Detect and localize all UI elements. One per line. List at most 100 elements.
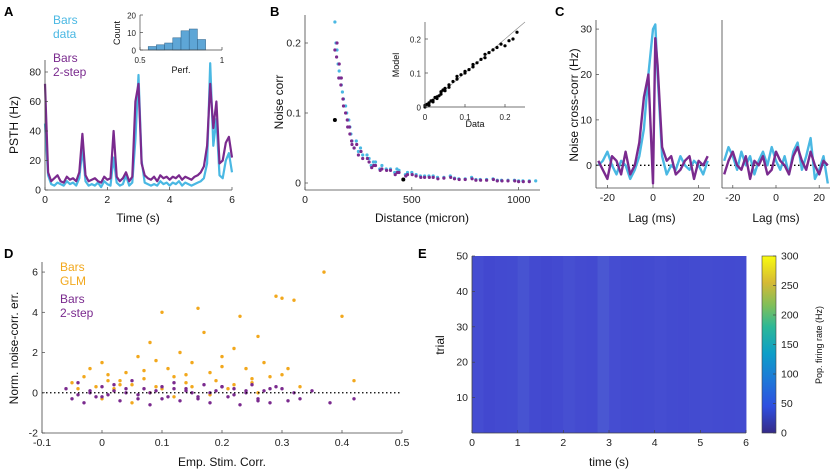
inset-scatter-point (471, 62, 475, 67)
scatter-point-bars-glm (190, 360, 194, 365)
scatter-point-bars-2step (136, 397, 140, 401)
scatter-point-model (479, 178, 483, 182)
scatter-point-model (404, 174, 408, 178)
panel-b-xtick-label: 1000 (507, 194, 531, 206)
scatter-point-model (333, 48, 337, 52)
panel-d-xtick-label: 0.5 (395, 437, 410, 449)
panel-c-0-xtick-label: 0 (650, 192, 656, 204)
heatmap-column (631, 256, 644, 433)
panel-c-ticks: -20 0 20 -20 0 20 0 10 20 30 (580, 24, 825, 204)
scatter-point-model (491, 177, 495, 182)
panel-d-chart: -0.1 0 0.1 0.2 0.3 0.4 0.5 -2 0 2 4 6 Emp. Stim. Co… (7, 260, 409, 469)
inset-scatter-point (463, 69, 467, 73)
panel-label-e: E (418, 246, 427, 261)
scatter-point-bars-2step (130, 379, 134, 383)
inset-scatter-point (467, 68, 471, 72)
scatter-point-bars-glm (148, 340, 152, 345)
scatter-point-model (370, 166, 374, 170)
scatter-point-bars-2step (274, 385, 278, 389)
panel-e-chart: 0 1 2 3 4 5 6 10 20 30 40 50 time (s) trial 0 50 100 1… (433, 251, 824, 470)
scatter-point-bars-glm (172, 375, 176, 379)
heatmap-column (643, 256, 656, 433)
heatmap-column (620, 256, 633, 433)
panel-e-xtick-label: 3 (606, 437, 612, 449)
inset-scatter-point (499, 42, 503, 46)
scatter-point-bars-2step (280, 387, 284, 391)
heatmap-column (586, 256, 599, 433)
scatter-point-bars-glm (178, 350, 182, 355)
scatter-point-bars-glm (220, 354, 224, 359)
scatter-point-data (534, 179, 538, 183)
inset-scatter-point (455, 74, 459, 78)
scatter-point-bars-2step (352, 397, 356, 401)
panel-c-0-xtick-label: 20 (693, 192, 705, 204)
scatter-point-model (348, 132, 352, 136)
inset-scatter-point (483, 56, 487, 60)
crosscorr-line-model (597, 37, 709, 185)
scatter-point-model (337, 62, 341, 66)
heatmap-column (677, 256, 690, 433)
scatter-point-bars-2step (226, 395, 230, 399)
scatter-point-bars-glm (298, 385, 302, 389)
scatter-point-bars-2step (298, 397, 302, 401)
scatter-point-bars-2step (112, 383, 116, 387)
scatter-point-model (495, 179, 499, 183)
panel-d-ytick-label: 6 (32, 267, 38, 279)
scatter-point-bars-glm (94, 385, 98, 389)
panel-d-xtick-label: 0.1 (155, 437, 170, 449)
scatter-point-bars-2step (148, 403, 152, 407)
inset-b-xlabel: Data (465, 119, 484, 129)
inset-scatter-point (435, 96, 439, 101)
panel-d-xtick-label: 0.4 (335, 437, 350, 449)
panel-c-ytick-label: 0 (586, 160, 592, 172)
scatter-point-model (457, 177, 461, 182)
inset-a-xlabel: Perf. (171, 65, 190, 75)
panel-e-xtick-label: 6 (743, 437, 749, 449)
scatter-point-bars-glm (256, 334, 260, 339)
panel-d-ticks: -0.1 0 0.1 0.2 0.3 0.4 0.5 -2 0 2 4 6 (29, 267, 410, 449)
panel-c-chart: -20 0 20 -20 0 20 0 10 20 30 Lag (ms) Lag (ms) No… (567, 20, 830, 225)
scatter-point-bars-2step (112, 389, 116, 393)
inset-scatter-point (483, 52, 487, 56)
inset-histogram-bar (180, 30, 190, 51)
scatter-point-bars-2step (166, 395, 170, 399)
psth-line-bars-data (43, 62, 234, 189)
scatter-point-bars-glm (166, 366, 170, 371)
scatter-point-bars-2step (70, 397, 74, 401)
scatter-point-bars-glm (322, 270, 326, 274)
inset-scatter-point (475, 61, 479, 65)
scatter-point-bars-glm (244, 366, 248, 371)
panel-e-ytick-label: 10 (456, 392, 468, 404)
scatter-point-model (337, 76, 341, 80)
scatter-point-model (442, 176, 446, 180)
scatter-point-bars-glm (88, 366, 92, 371)
scatter-point-bars-glm (280, 373, 284, 377)
scatter-point-data (358, 146, 363, 150)
scatter-point-bars-2step (268, 387, 272, 391)
panel-d-xlabel: Emp. Stim. Corr. (178, 455, 266, 469)
panel-b-ytick-label: 0.2 (286, 38, 301, 50)
panel-b-marks (332, 20, 538, 184)
inset-scatter-point (515, 30, 519, 34)
inset-scatter-point (443, 89, 447, 93)
inset-histogram-bar (156, 44, 165, 51)
panel-b-ytick-label: 0 (295, 178, 301, 190)
scatter-point-data (337, 69, 341, 73)
panel-label-a: A (4, 4, 14, 19)
panel-e-ytick-label: 20 (456, 357, 468, 369)
scatter-point-bars-glm (106, 373, 110, 377)
scatter-point-model (350, 139, 354, 143)
scatter-point-bars-2step (124, 387, 128, 391)
scatter-point-bars-glm (142, 368, 146, 373)
panel-c-ylabel: Noise cross-corr (Hz) (567, 48, 581, 161)
scatter-point-bars-glm (154, 385, 158, 389)
inset-scatter-point (447, 83, 451, 87)
panel-a-marks (43, 62, 234, 189)
panel-a-xtick-label: 4 (167, 194, 173, 206)
legend-bars-2step-line1: Bars (53, 51, 78, 65)
inset-histogram-bar (197, 39, 206, 51)
crosscorr-line-model (723, 145, 829, 181)
